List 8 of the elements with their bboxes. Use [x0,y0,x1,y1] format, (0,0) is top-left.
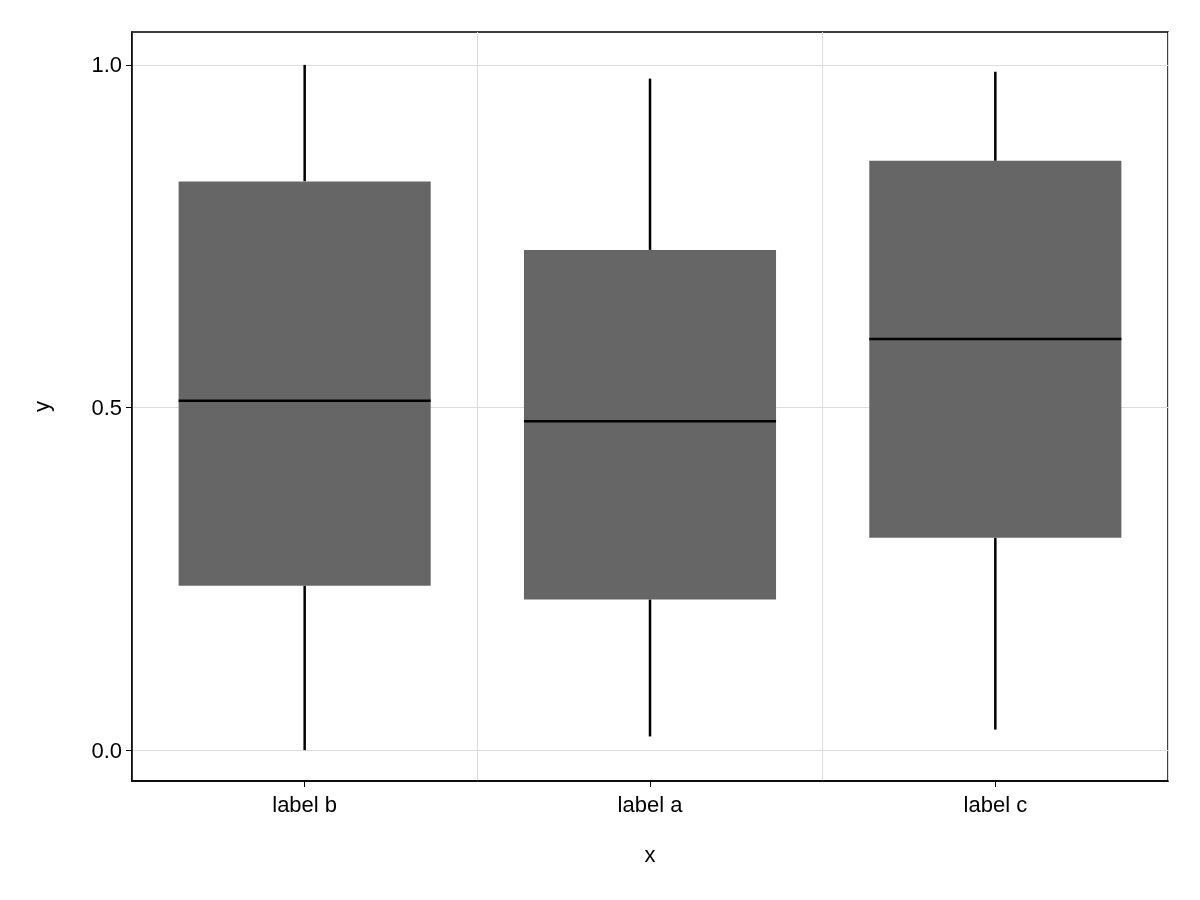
x-tick-label: label c [963,791,1028,817]
y-tick-label: 0.0 [91,737,122,763]
y-tick-label: 0.5 [91,395,122,421]
y-tick-label: 1.0 [91,52,122,78]
x-tick-label: label a [617,791,684,817]
x-tick-label: label b [272,791,338,817]
y-axis-title: y [28,401,54,412]
x-axis-title: x [644,841,656,867]
